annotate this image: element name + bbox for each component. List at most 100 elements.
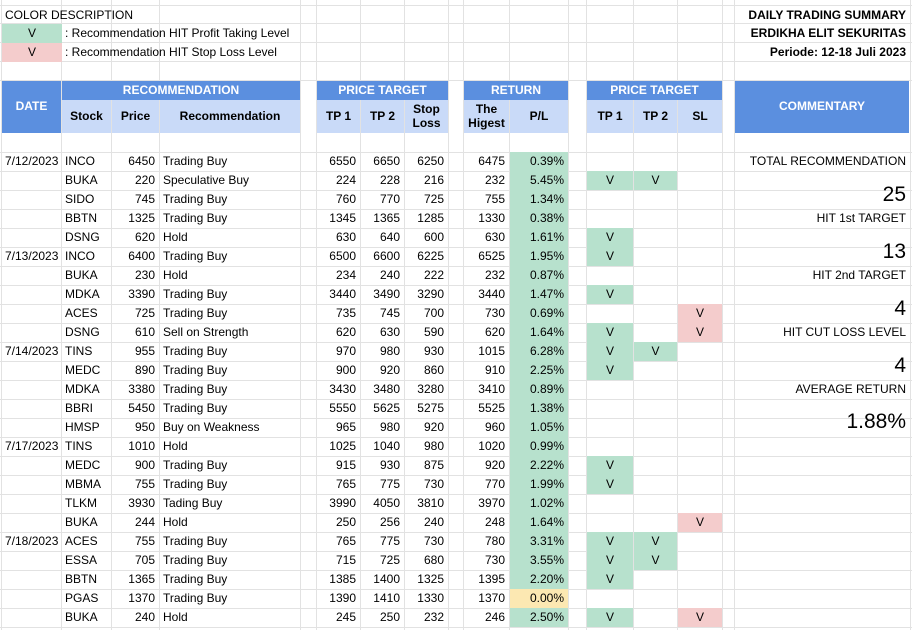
cell-rec: Trading Buy <box>163 534 228 548</box>
cell-date <box>2 399 61 418</box>
cell-tp2: 1040 <box>373 439 400 453</box>
cell-h2 <box>634 608 677 627</box>
cell-tp2: 770 <box>379 192 400 206</box>
cell-tp2: 6650 <box>373 154 400 168</box>
cell-pl: 0.38% <box>510 209 568 228</box>
hit-cut-loss-value: 4 <box>894 354 906 377</box>
gridline-v <box>586 0 587 630</box>
cell-tp2: 775 <box>379 477 400 491</box>
cell-h1 <box>587 418 633 437</box>
cell-rec: Trading Buy <box>163 249 228 263</box>
cell-h2: V <box>634 551 677 570</box>
summary-title: DAILY TRADING SUMMARY <box>748 8 906 22</box>
cell-hs <box>678 418 722 437</box>
cell-date <box>2 323 61 342</box>
cell-pl: 1.02% <box>510 494 568 513</box>
cell-stock: BUKA <box>65 515 98 529</box>
average-return-label: AVERAGE RETURN <box>795 382 906 396</box>
cell-sl: 1325 <box>417 572 444 586</box>
cell-rec: Hold <box>163 230 188 244</box>
cell-tp1: 3990 <box>329 496 356 510</box>
cell-sl: 680 <box>423 553 444 567</box>
cell-price: 1370 <box>128 591 155 605</box>
cell-tp2: 745 <box>379 306 400 320</box>
cell-sl: 6250 <box>417 154 444 168</box>
cell-tp2: 250 <box>379 610 400 624</box>
cell-high: 1370 <box>478 591 505 605</box>
cell-high: 730 <box>484 306 505 320</box>
cell-pl: 0.89% <box>510 380 568 399</box>
cell-sl: 930 <box>423 344 444 358</box>
gridline-h <box>0 608 912 609</box>
cell-pl: 2.50% <box>510 608 568 627</box>
cell-tp1: 620 <box>335 325 356 339</box>
cell-pl: 0.69% <box>510 304 568 323</box>
average-return-value: 1.88% <box>846 410 906 433</box>
cell-rec: Trading Buy <box>163 553 228 567</box>
cell-sl: 3280 <box>417 382 444 396</box>
cell-hs <box>678 266 722 285</box>
cell-h2: V <box>634 171 677 190</box>
cell-price: 3390 <box>128 287 155 301</box>
cell-high: 3410 <box>478 382 505 396</box>
header-highest-line2: Higest <box>468 116 505 130</box>
cell-date: 7/13/2023 <box>5 249 59 263</box>
cell-h2: V <box>634 342 677 361</box>
gridline-h <box>0 380 912 381</box>
cell-rec: Trading Buy <box>163 401 228 415</box>
cell-stock: ESSA <box>65 553 98 567</box>
cell-h2: V <box>634 532 677 551</box>
cell-high: 246 <box>484 610 505 624</box>
hit-1st-target-label: HIT 1st TARGET <box>816 211 906 225</box>
cell-stock: DSNG <box>65 325 100 339</box>
cell-price: 1365 <box>128 572 155 586</box>
cell-h1: V <box>587 228 633 247</box>
cell-price: 230 <box>134 268 155 282</box>
cell-h2 <box>634 228 677 247</box>
cell-price: 950 <box>134 420 155 434</box>
cell-date <box>2 190 61 209</box>
cell-tp1: 6500 <box>329 249 356 263</box>
cell-sl: 920 <box>423 420 444 434</box>
cell-tp2: 1400 <box>373 572 400 586</box>
hit-cut-loss-label: HIT CUT LOSS LEVEL <box>783 325 906 339</box>
cell-rec: Trading Buy <box>163 477 228 491</box>
cell-hs <box>678 551 722 570</box>
cell-sl: 3810 <box>417 496 444 510</box>
cell-tp1: 1385 <box>329 572 356 586</box>
header-pl: P/L <box>510 100 568 133</box>
cell-tp1: 735 <box>335 306 356 320</box>
cell-price: 755 <box>134 534 155 548</box>
cell-high: 780 <box>484 534 505 548</box>
cell-date: 7/14/2023 <box>5 344 59 358</box>
header-commentary: COMMENTARY <box>735 81 909 133</box>
cell-sl: 232 <box>423 610 444 624</box>
cell-stock: BBTN <box>65 572 98 586</box>
cell-sl: 730 <box>423 534 444 548</box>
cell-stock: ACES <box>65 306 98 320</box>
cell-stock: BUKA <box>65 173 98 187</box>
cell-hs <box>678 247 722 266</box>
hit-2nd-target-label: HIT 2nd TARGET <box>812 268 906 282</box>
cell-tp2: 930 <box>379 458 400 472</box>
cell-tp2: 3480 <box>373 382 400 396</box>
cell-price: 755 <box>134 477 155 491</box>
gridline-h <box>0 247 912 248</box>
cell-high: 1020 <box>478 439 505 453</box>
cell-h2 <box>634 323 677 342</box>
gridline-h <box>0 80 912 81</box>
cell-price: 890 <box>134 363 155 377</box>
cell-pl: 1.95% <box>510 247 568 266</box>
gridline-v <box>1 0 2 630</box>
cell-price: 955 <box>134 344 155 358</box>
cell-sl: 700 <box>423 306 444 320</box>
cell-hs <box>678 361 722 380</box>
cell-stock: TLKM <box>65 496 98 510</box>
cell-price: 705 <box>134 553 155 567</box>
cell-tp2: 920 <box>379 363 400 377</box>
cell-price: 6450 <box>128 154 155 168</box>
cell-stock: DSNG <box>65 230 100 244</box>
cell-h1 <box>587 209 633 228</box>
cell-price: 244 <box>134 515 155 529</box>
cell-tp2: 630 <box>379 325 400 339</box>
